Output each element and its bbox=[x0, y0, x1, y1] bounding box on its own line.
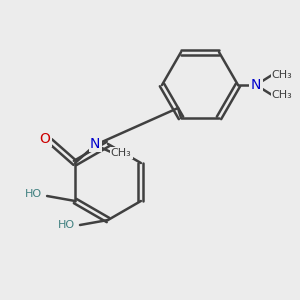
Text: N: N bbox=[90, 137, 100, 151]
Text: N: N bbox=[251, 78, 261, 92]
Text: CH₃: CH₃ bbox=[272, 90, 292, 100]
Text: HO: HO bbox=[25, 189, 42, 199]
Text: CH₃: CH₃ bbox=[111, 148, 131, 158]
Text: HO: HO bbox=[57, 220, 75, 230]
Text: O: O bbox=[40, 132, 50, 146]
Text: CH₃: CH₃ bbox=[272, 70, 292, 80]
